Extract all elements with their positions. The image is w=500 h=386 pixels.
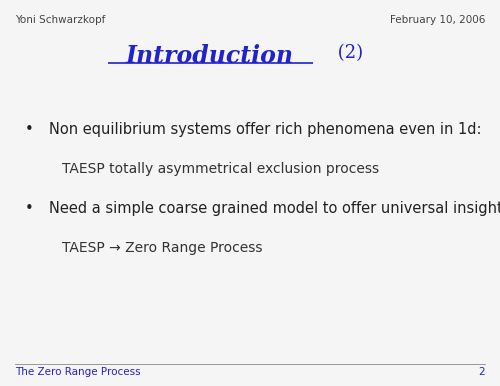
Text: The Zero Range Process: The Zero Range Process [15, 367, 140, 377]
Text: •: • [25, 201, 34, 216]
Text: Yoni Schwarzkopf: Yoni Schwarzkopf [15, 15, 106, 25]
Text: (2): (2) [332, 44, 364, 63]
Text: Non equilibrium systems offer rich phenomena even in 1d:: Non equilibrium systems offer rich pheno… [49, 122, 482, 137]
Text: February 10, 2006: February 10, 2006 [390, 15, 485, 25]
Text: TAESP totally asymmetrical exclusion process: TAESP totally asymmetrical exclusion pro… [62, 162, 380, 176]
Text: •: • [25, 122, 34, 137]
Text: TAESP → Zero Range Process: TAESP → Zero Range Process [62, 241, 263, 255]
Text: 2: 2 [478, 367, 485, 377]
Text: Need a simple coarse grained model to offer universal insights: Need a simple coarse grained model to of… [49, 201, 500, 216]
Text: Introduction: Introduction [126, 44, 294, 68]
